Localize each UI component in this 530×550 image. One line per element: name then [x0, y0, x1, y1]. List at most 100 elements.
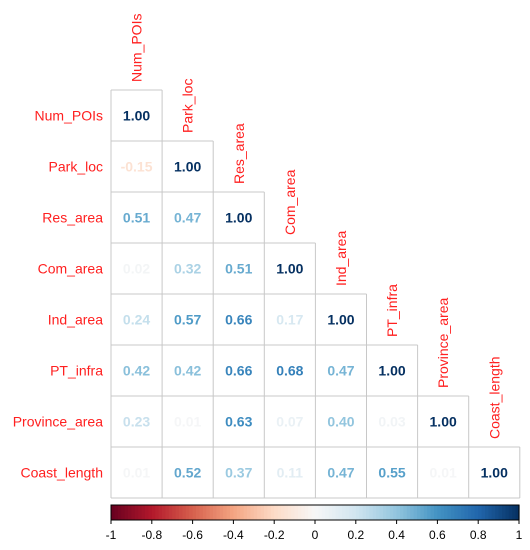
- colorbar-tick-label: 0.4: [388, 528, 405, 542]
- colorbar-segment: [257, 505, 262, 520]
- colorbar-segment: [124, 505, 129, 520]
- colorbar-segment: [447, 505, 452, 520]
- cell-value: 1.00: [430, 414, 457, 430]
- colorbar-segment: [389, 505, 394, 520]
- colorbar-segment: [372, 505, 377, 520]
- colorbar-segment: [175, 505, 180, 520]
- colorbar-segment: [430, 505, 435, 520]
- colorbar-segment: [145, 505, 149, 520]
- colorbar-segment: [369, 505, 374, 520]
- colorbar-segment: [379, 505, 384, 520]
- colorbar-segment: [250, 505, 255, 520]
- colorbar-tick-label: 0.2: [347, 528, 364, 542]
- colorbar-segment: [495, 505, 500, 520]
- colorbar-segment: [457, 505, 462, 520]
- colorbar-segment: [226, 505, 231, 520]
- colorbar-segment: [512, 505, 517, 520]
- colorbar-segment: [393, 505, 398, 520]
- cell-value: 0.02: [123, 261, 150, 277]
- cell-value: 0.47: [174, 210, 201, 226]
- cell-value: 0.66: [225, 312, 252, 328]
- colorbar-segment: [308, 505, 313, 520]
- colorbar-segment: [260, 505, 265, 520]
- colorbar-segment: [298, 505, 302, 520]
- column-label: Province_area: [435, 298, 451, 388]
- colorbar-segment: [349, 505, 353, 520]
- colorbar-segment: [410, 505, 415, 520]
- column-label: Res_area: [231, 123, 247, 184]
- colorbar-tick-label: 0.6: [429, 528, 446, 542]
- colorbar-segment: [413, 505, 418, 520]
- colorbar-segment: [434, 505, 438, 520]
- colorbar-segment: [355, 505, 360, 520]
- column-label: Park_loc: [180, 79, 196, 133]
- cell-value: 0.03: [378, 414, 405, 430]
- colorbar-segment: [172, 505, 177, 520]
- colorbar-segment: [247, 505, 251, 520]
- heatmap-cells: 1.00 -0.15 1.00 0.51 0.47 1.00 0.02 0.32 0.51 1.0…: [121, 108, 508, 481]
- colorbar-segment: [264, 505, 268, 520]
- colorbar-segment: [437, 505, 442, 520]
- cell-value: 1.00: [378, 363, 405, 379]
- colorbar-tick-label: 1: [516, 528, 523, 542]
- cell-value: 0.52: [174, 465, 201, 481]
- colorbar-segment: [383, 505, 387, 520]
- colorbar-segment: [359, 505, 364, 520]
- cell-value: 0.63: [225, 414, 252, 430]
- colorbar-tick-label: 0.8: [470, 528, 487, 542]
- colorbar-tick-label: -0.8: [141, 528, 162, 542]
- row-label: Com_area: [38, 261, 104, 277]
- colorbar-segment: [253, 505, 258, 520]
- colorbar-segment: [284, 505, 289, 520]
- colorbar-segment: [213, 505, 217, 520]
- cell-value: 1.00: [276, 261, 303, 277]
- colorbar-segment: [386, 505, 391, 520]
- cell-value: 1.00: [123, 108, 150, 124]
- colorbar-segment: [270, 505, 275, 520]
- cell-value: 1.00: [327, 312, 354, 328]
- cell-value: 0.47: [327, 465, 354, 481]
- cell-value: 0.07: [276, 414, 303, 430]
- colorbar-segment: [471, 505, 476, 520]
- cell-value: 1.00: [225, 210, 252, 226]
- colorbar-segment: [505, 505, 510, 520]
- row-labels: Num_POIs Park_loc Res_area Com_area Ind_area…: [13, 108, 103, 481]
- colorbar-segment: [114, 505, 119, 520]
- colorbar-segment: [165, 505, 170, 520]
- row-label: Ind_area: [48, 312, 103, 328]
- colorbar-segment: [318, 505, 323, 520]
- column-label: Coast_length: [486, 356, 502, 439]
- cell-value: 0.32: [174, 261, 201, 277]
- row-label: Num_POIs: [35, 108, 103, 124]
- colorbar-tick-label: -0.4: [223, 528, 244, 542]
- cell-value: 0.57: [174, 312, 201, 328]
- colorbar-segment: [315, 505, 319, 520]
- colorbar-segment: [335, 505, 340, 520]
- cell-value: 0.55: [378, 465, 405, 481]
- colorbar-segment: [423, 505, 428, 520]
- colorbar-segment: [294, 505, 299, 520]
- column-label: Com_area: [282, 169, 298, 235]
- colorbar-segment: [461, 505, 466, 520]
- cell-value: 0.40: [327, 414, 354, 430]
- colorbar-segment: [230, 505, 234, 520]
- colorbar-segment: [219, 505, 224, 520]
- cell-value: 0.42: [123, 363, 150, 379]
- colorbar-segment: [155, 505, 160, 520]
- colorbar-segment: [141, 505, 146, 520]
- row-label: Province_area: [13, 414, 103, 430]
- cell-value: 0.17: [276, 312, 303, 328]
- colorbar-segment: [240, 505, 245, 520]
- cell-value: 0.66: [225, 363, 252, 379]
- cell-value: 0.37: [225, 465, 252, 481]
- colorbar-segment: [206, 505, 211, 520]
- row-label: PT_infra: [50, 363, 103, 379]
- cell-value: 0.42: [174, 363, 201, 379]
- colorbar-segment: [464, 505, 469, 520]
- colorbar-segment: [321, 505, 326, 520]
- colorbar-segment: [162, 505, 166, 520]
- cell-value: 0.01: [123, 465, 150, 481]
- colorbar-segment: [291, 505, 296, 520]
- colorbar-segment: [216, 505, 221, 520]
- colorbar-segment: [515, 505, 520, 520]
